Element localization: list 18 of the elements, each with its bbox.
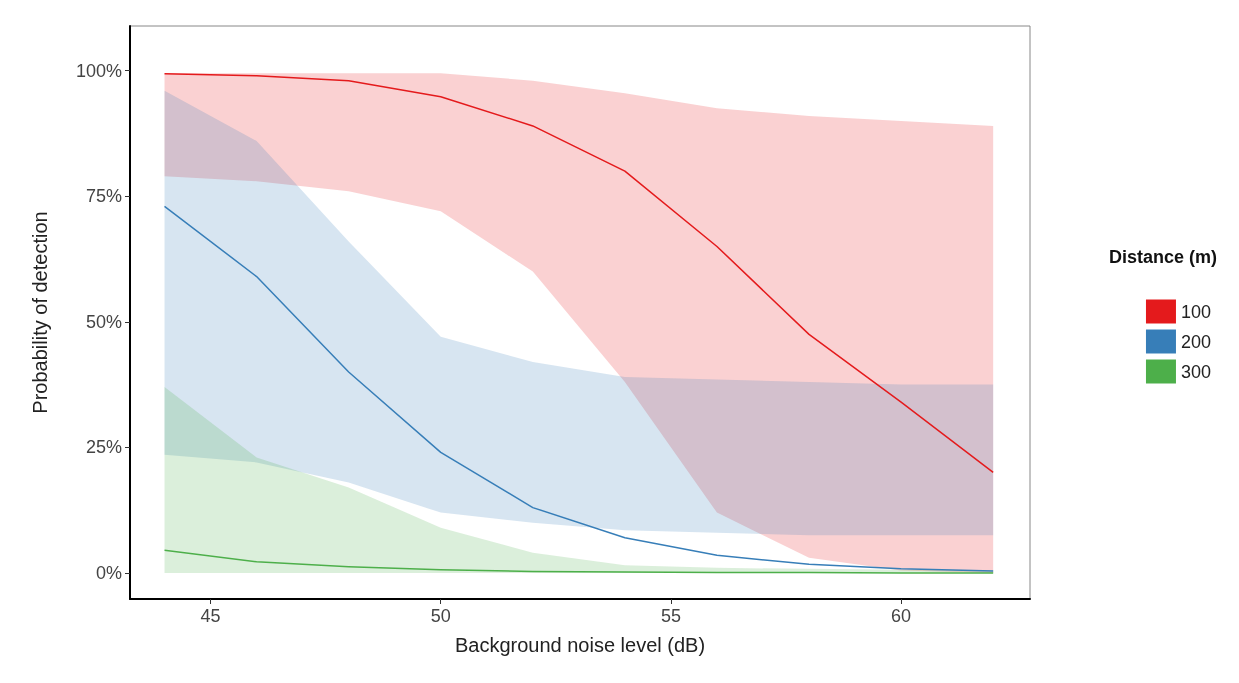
y-tick-label: 25% [85, 437, 122, 458]
legend-title: Distance (m) [1108, 247, 1218, 267]
y-axis-title: Probability of detection [29, 211, 51, 414]
x-tick-label: 60 [891, 606, 912, 626]
y-tick-label: 0% [95, 562, 122, 583]
y-tick-label: 100% [75, 60, 122, 81]
y-tick-label: 75% [85, 186, 122, 207]
x-tick-label: 55 [660, 606, 681, 626]
line-series [163, 205, 994, 572]
y-tick-label: 50% [85, 311, 122, 332]
legend-label: 300 [1180, 361, 1212, 382]
line-series [163, 549, 994, 574]
x-tick-label: 50 [430, 606, 451, 626]
x-axis-title: Background noise level (dB) [454, 634, 706, 656]
x-tick-label: 45 [200, 606, 221, 626]
legend-label: 200 [1180, 331, 1212, 352]
legend-label: 100 [1180, 301, 1212, 322]
line-series [163, 72, 994, 474]
